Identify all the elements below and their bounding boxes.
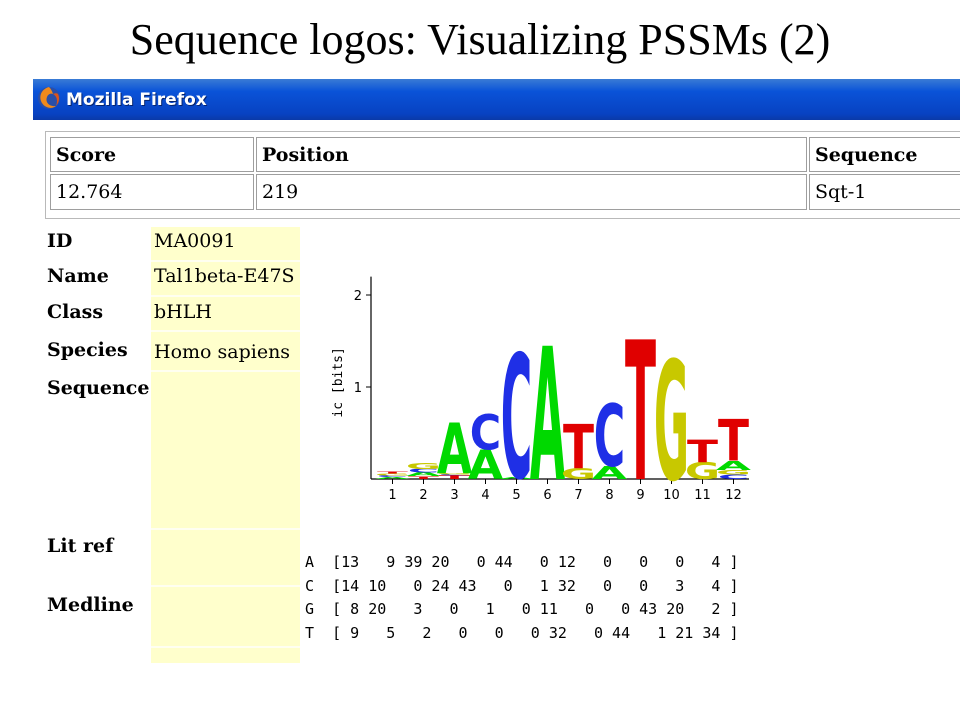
firefox-icon bbox=[38, 87, 60, 109]
column-header-sequence: Sequence bbox=[809, 137, 960, 172]
value-class: bHLH bbox=[154, 301, 212, 323]
slide-title: Sequence logos: Visualizing PSSMs (2) bbox=[129, 15, 831, 64]
x-tick-label: 9 bbox=[636, 488, 644, 503]
x-tick-label: 4 bbox=[481, 488, 489, 503]
logo-letter: A bbox=[468, 442, 504, 489]
y-axis-label: ic [bits] bbox=[331, 347, 346, 417]
x-tick-label: 12 bbox=[725, 488, 742, 503]
row-divider bbox=[151, 646, 300, 648]
value-name: Tal1beta-E47S bbox=[154, 265, 295, 287]
window-title: Mozilla Firefox bbox=[66, 90, 207, 110]
cell-score: 12.764 bbox=[50, 174, 254, 210]
logo-letter: T bbox=[439, 474, 470, 480]
x-tick-label: 8 bbox=[605, 488, 613, 503]
logo-letter: G bbox=[654, 329, 689, 509]
row-divider bbox=[151, 585, 300, 587]
logo-letter: C bbox=[408, 468, 439, 474]
label-sequence: Sequence bbox=[47, 377, 150, 399]
x-tick-label: 7 bbox=[574, 488, 582, 503]
logo-letter: T bbox=[687, 434, 718, 470]
logo-letter: A bbox=[406, 472, 441, 478]
x-tick-label: 1 bbox=[388, 488, 396, 503]
x-tick-label: 10 bbox=[663, 488, 680, 503]
label-medline: Medline bbox=[47, 594, 134, 616]
row-divider bbox=[151, 260, 300, 262]
logo-letter: G bbox=[375, 473, 410, 476]
logo-letter: C bbox=[594, 386, 625, 486]
row-divider bbox=[151, 295, 300, 297]
logo-letter: T bbox=[408, 475, 439, 479]
label-species: Species bbox=[47, 339, 128, 361]
browser-screenshot: Mozilla Firefox Score Position Sequence … bbox=[33, 79, 960, 720]
frequency-matrix: A [13 9 39 20 0 44 0 12 0 0 0 4 ] C [14 1… bbox=[305, 551, 738, 645]
x-tick-label: 5 bbox=[512, 488, 520, 503]
logo-letter: G bbox=[437, 473, 472, 474]
x-tick-label: 6 bbox=[543, 488, 551, 503]
logo-letter: G bbox=[685, 458, 720, 484]
label-lit-ref: Lit ref bbox=[47, 535, 114, 557]
value-id: MA0091 bbox=[154, 230, 236, 252]
column-header-position: Position bbox=[256, 137, 807, 172]
label-class: Class bbox=[47, 301, 104, 323]
y-tick-label: 1 bbox=[354, 381, 362, 396]
cell-position: 219 bbox=[256, 174, 807, 210]
results-table: Score Position Sequence 12.764 219 Sqt-1 bbox=[45, 131, 960, 219]
logo-letter: C bbox=[439, 474, 470, 475]
label-name: Name bbox=[47, 265, 109, 287]
cell-sequence: Sqt-1 bbox=[809, 174, 960, 210]
logo-letter: A bbox=[499, 477, 534, 480]
x-tick-label: 11 bbox=[694, 488, 711, 503]
logo-letter: A bbox=[592, 463, 628, 483]
matrix-row-g: G [ 8 20 3 0 1 0 11 0 0 43 20 2 ] bbox=[305, 600, 739, 618]
label-id: ID bbox=[47, 230, 73, 252]
logo-letter: G bbox=[716, 469, 751, 476]
matrix-row-c: C [14 10 0 24 43 0 1 32 0 0 3 4 ] bbox=[305, 576, 739, 595]
logo-letter: T bbox=[563, 411, 594, 482]
logo-letter: C bbox=[470, 405, 501, 461]
matrix-row-a: A [13 9 39 20 0 44 0 12 0 0 0 4 ] bbox=[305, 553, 739, 571]
window-titlebar: Mozilla Firefox bbox=[33, 79, 960, 120]
row-divider bbox=[151, 330, 300, 332]
logo-letter: G bbox=[561, 465, 596, 483]
logo-letter: A bbox=[530, 310, 565, 509]
logo-letter: T bbox=[625, 301, 656, 509]
value-species: Homo sapiens bbox=[154, 341, 291, 363]
logo-letter: T bbox=[718, 409, 749, 475]
matrix-row-t: T [ 9 5 2 0 0 0 32 0 44 1 21 34 ] bbox=[305, 623, 739, 642]
row-divider bbox=[151, 528, 300, 530]
y-tick-label: 2 bbox=[354, 289, 362, 304]
logo-letter: A bbox=[437, 410, 473, 490]
column-header-score: Score bbox=[50, 137, 254, 172]
x-tick-label: 3 bbox=[450, 488, 458, 503]
logo-letter: C bbox=[718, 473, 749, 480]
logo-letter: C bbox=[501, 321, 532, 509]
logo-letter: C bbox=[377, 475, 408, 478]
logo-letter: T bbox=[377, 471, 408, 474]
row-divider bbox=[151, 370, 300, 372]
profile-values-background bbox=[151, 227, 300, 663]
x-tick-label: 2 bbox=[419, 488, 427, 503]
logo-letter: A bbox=[375, 477, 410, 480]
logo-letter: G bbox=[406, 462, 441, 471]
logo-letter: A bbox=[716, 458, 751, 473]
